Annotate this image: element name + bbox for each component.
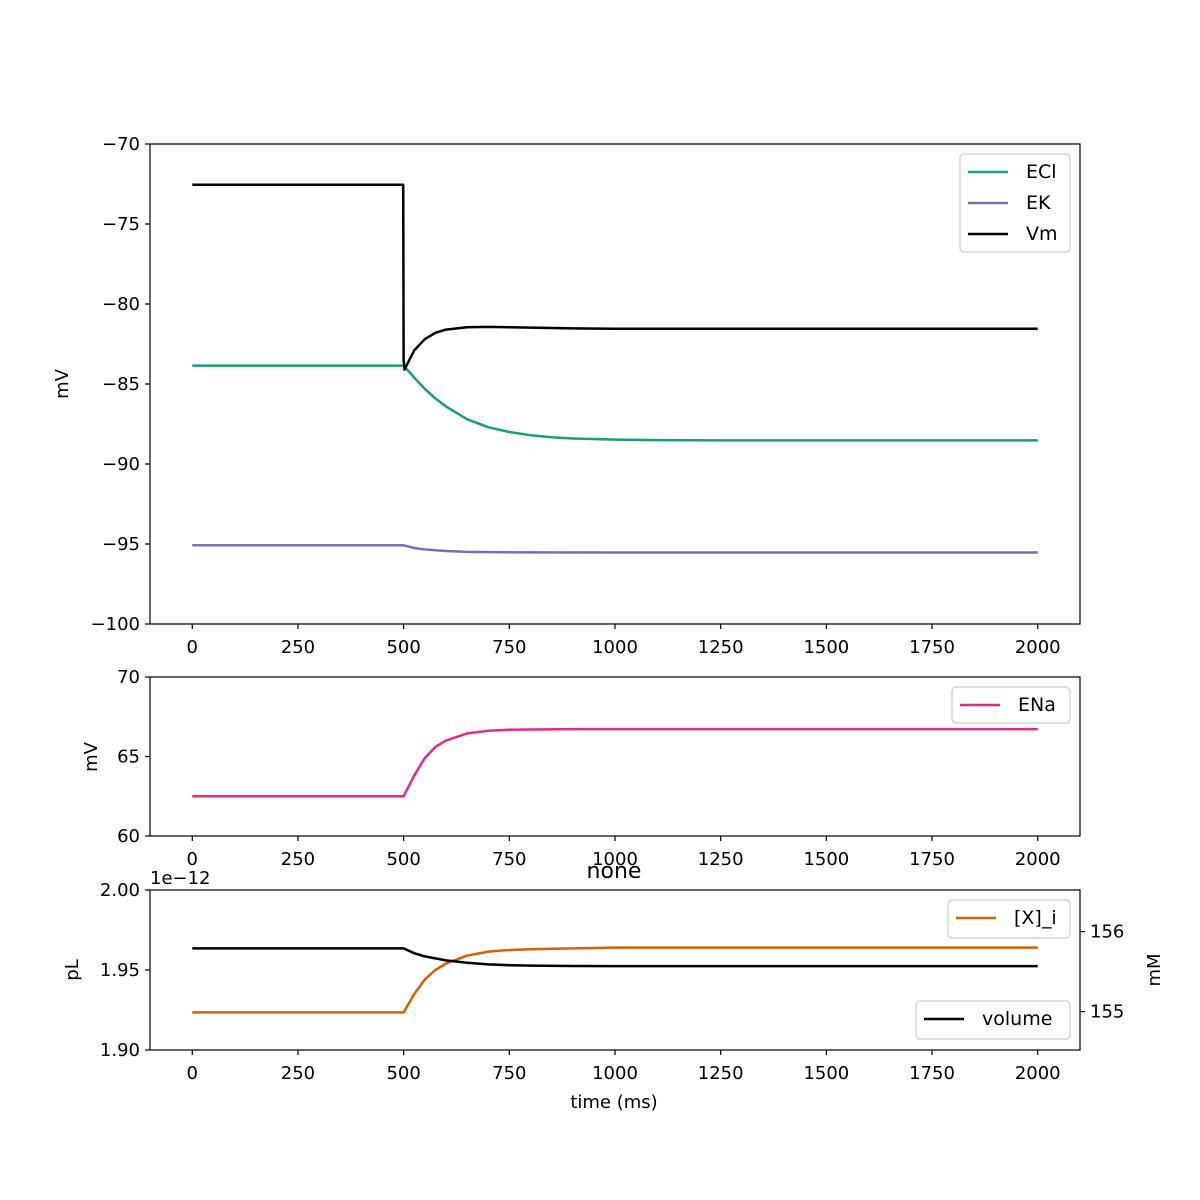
panel-volume: 0 250 500 750 1000 1250 1500 1750 2000 1.90 1.95 2.…: [62, 859, 1165, 1113]
primary-legend-frame: [915, 1000, 1071, 1040]
plot-area-sodium: 0 250 500 750 1000 1250 1500 1750 2000 60 65 70 ENa: [117, 667, 1081, 870]
y-tick-label: 2.00: [100, 880, 140, 901]
y-tick-label: 1.90: [100, 1040, 140, 1061]
x-tick-label: 250: [281, 849, 315, 870]
x-tick-label: 0: [187, 1063, 198, 1084]
y-tick-label: −85: [102, 374, 140, 395]
secondary-ylabel-volume: mM: [1144, 953, 1165, 986]
x-tick-label: 1750: [909, 637, 955, 658]
ylabel-potentials: mV: [52, 368, 73, 399]
y2-tick-label: 155: [1090, 1002, 1124, 1023]
x-tick-label: 1250: [698, 637, 744, 658]
series-line-[X]_i: [192, 946, 1038, 1014]
panel-potentials: 0 250 500 750 1000 1250 1500 1750 2000 −100 −95 −90…: [52, 134, 1081, 658]
secondary-legend-label: [X]_i: [1014, 907, 1057, 929]
y-tick-label: −80: [102, 294, 140, 315]
x-tick-label: 1000: [592, 637, 638, 658]
series-line-Vm: [192, 183, 1038, 371]
x-tick-label: 500: [386, 1063, 420, 1084]
x-tick-label: 1250: [698, 849, 744, 870]
series-line-ECl: [192, 364, 1038, 442]
x-tick-label: 1250: [698, 1063, 744, 1084]
x-tick-label: 750: [492, 637, 526, 658]
primary-legend-label: ENa: [1018, 694, 1056, 716]
y-tick-label: −75: [102, 214, 140, 235]
x-tick-label: 250: [281, 637, 315, 658]
ylabel-sodium: mV: [81, 741, 102, 772]
primary-legend-label: volume: [982, 1008, 1052, 1030]
y-offset-text: 1e−12: [150, 868, 211, 889]
x-tick-label: 2000: [1015, 849, 1061, 870]
y-tick-label: −100: [91, 614, 140, 635]
y-tick-label: 1.95: [100, 960, 140, 981]
primary-legend-frame: [951, 686, 1071, 724]
x-tick-label: 750: [492, 1063, 526, 1084]
x-tick-label: 1500: [803, 637, 849, 658]
series-line-volume: [192, 947, 1038, 968]
x-tick-label: 0: [187, 637, 198, 658]
y-tick-label: −70: [102, 134, 140, 155]
plot-area-potentials: 0 250 500 750 1000 1250 1500 1750 2000 −100 −95 −90…: [91, 134, 1081, 658]
x-tick-label: 2000: [1015, 1063, 1061, 1084]
x-tick-label: 1500: [803, 1063, 849, 1084]
xlabel-volume: time (ms): [570, 1092, 657, 1113]
secondary-legend-frame: [947, 899, 1071, 939]
y-tick-label: 65: [117, 747, 140, 768]
chart-title-volume: none: [587, 859, 642, 884]
y2-tick-label: 156: [1090, 922, 1124, 943]
x-tick-label: 250: [281, 1063, 315, 1084]
plot-area-volume: 0 250 500 750 1000 1250 1500 1750 2000 1.90 1.95 2.…: [100, 880, 1124, 1084]
x-tick-label: 1500: [803, 849, 849, 870]
primary-legend-label: EK: [1026, 192, 1051, 214]
y-tick-label: −90: [102, 454, 140, 475]
primary-legend-frame: [959, 153, 1071, 253]
y-tick-label: 60: [117, 826, 140, 847]
series-line-EK: [192, 544, 1038, 554]
x-tick-label: 500: [386, 637, 420, 658]
x-tick-label: 0: [187, 849, 198, 870]
x-tick-label: 1000: [592, 849, 638, 870]
y-tick-label: 70: [117, 667, 140, 688]
x-tick-label: 1000: [592, 1063, 638, 1084]
panel-sodium: 0 250 500 750 1000 1250 1500 1750 2000606570ENa …: [81, 667, 1081, 870]
x-tick-label: 750: [492, 849, 526, 870]
x-tick-label: 1750: [909, 1063, 955, 1084]
primary-legend-label: ECl: [1026, 161, 1057, 183]
x-tick-label: 2000: [1015, 637, 1061, 658]
y-tick-label: −95: [102, 534, 140, 555]
primary-legend-label: Vm: [1026, 223, 1058, 245]
x-tick-label: 500: [386, 849, 420, 870]
ylabel-volume: pL: [62, 959, 83, 980]
series-line-ENa: [192, 727, 1038, 798]
x-tick-label: 1750: [909, 849, 955, 870]
